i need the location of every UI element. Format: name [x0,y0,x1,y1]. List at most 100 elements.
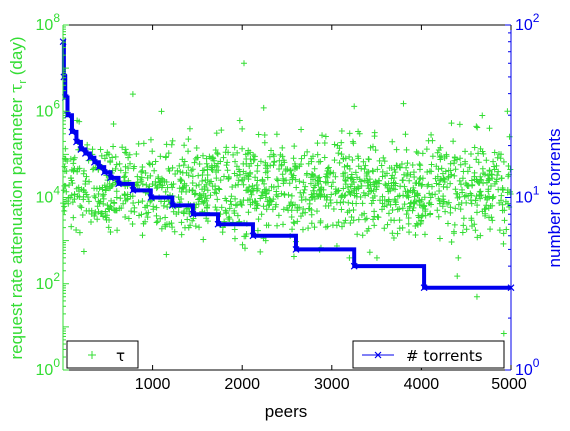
tau-point-1106 [178,219,185,226]
tau-point-462 [189,187,196,194]
tau-point-1321 [203,215,210,222]
left-tick-label-2: 102 [36,270,61,293]
tau-point-1257 [371,192,378,199]
tau-point-387 [358,182,365,189]
tau-point-822 [340,198,347,205]
tau-point-527 [199,167,206,174]
tau-point-1184 [195,200,202,207]
tau-point-1380 [435,213,442,220]
tau-point-outlier-5 [400,100,407,107]
tau-point-1145 [74,117,81,124]
tau-point-549 [404,160,411,167]
tau-point-68 [473,209,480,216]
tau-point-1199 [363,215,370,222]
tau-point-859 [361,177,368,184]
tau-point-1116 [96,185,103,192]
tau-point-771 [213,190,220,197]
tau-point-1392 [245,209,252,216]
tau-point-1325 [226,215,233,222]
tau-point-17 [328,191,335,198]
tau-point-803 [500,187,507,194]
tau-point-1220 [487,202,494,209]
tau-point-1206 [399,205,406,212]
tau-point-447 [223,144,230,151]
tau-point-658 [434,207,441,214]
tau-point-1076 [281,192,288,199]
tau-point-426 [258,211,265,218]
tau-point-411 [213,130,220,137]
tau-point-1393 [476,191,483,198]
tau-point-345 [460,215,467,222]
tau-point-300 [231,226,238,233]
tau-point-629 [429,153,436,160]
tau-point-1243 [250,152,257,159]
tau-point-1373 [498,192,505,199]
tau-point-368 [171,228,178,235]
tau-point-961 [472,227,479,234]
tau-point-1121 [403,146,410,153]
tau-point-1397 [140,220,147,227]
tau-point-398 [232,202,239,209]
tau-point-1075 [329,222,336,229]
tau-point-906 [501,207,508,214]
tau-point-865 [267,162,274,169]
tau-point-1126 [441,154,448,161]
tau-point-924 [385,196,392,203]
tau-point-1041 [454,194,461,201]
tau-point-1225 [70,156,77,163]
tau-point-1285 [247,155,254,162]
tau-point-1073 [415,214,422,221]
tau-point-812 [355,163,362,170]
tau-point-691 [222,207,229,214]
tau-point-509 [273,131,280,138]
tau-point-136 [474,234,481,241]
tau-point-1337 [216,186,223,193]
tau-point-26 [460,222,467,229]
tau-point-722 [436,235,443,242]
tau-point-912 [120,200,127,207]
tau-point-1215 [380,154,387,161]
tau-point-647 [296,178,303,185]
tau-point-1390 [254,202,261,209]
tau-point-1185 [475,159,482,166]
tau-point-595 [276,165,283,172]
tau-point-256 [463,226,470,233]
tau-point-1271 [349,200,356,207]
tau-point-152 [125,165,132,172]
tau-point-997 [278,190,285,197]
tau-point-913 [157,153,164,160]
tau-point-1339 [287,167,294,174]
tau-point-1372 [308,170,315,177]
tau-point-446 [493,162,500,169]
tau-point-1291 [142,204,149,211]
tau-point-188 [438,153,445,160]
tau-point-962 [376,157,383,164]
tau-point-683 [506,133,513,140]
tau-point-1081 [394,162,401,169]
tau-point-1345 [410,187,417,194]
right-tick-label-2-base: 10 [515,17,533,34]
tau-point-615 [379,200,386,207]
tau-point-554 [374,166,381,173]
tau-point-761 [482,212,489,219]
tau-point-1371 [421,203,428,210]
tau-point-390 [441,178,448,185]
tau-point-260 [242,245,249,252]
tau-point-773 [412,232,419,239]
tau-point-36 [410,169,417,176]
tau-point-458 [260,203,267,210]
tau-point-58 [185,136,192,143]
tau-point-776 [74,193,81,200]
tau-point-949 [253,187,260,194]
tau-point-1150 [162,214,169,221]
tau-point-518 [143,210,150,217]
tau-point-471 [122,146,129,153]
tau-point-1247 [392,182,399,189]
tau-point-19 [313,208,320,215]
tau-point-871 [82,180,89,187]
tau-point-209 [130,200,137,207]
tau-point-1005 [308,220,315,227]
tau-point-1342 [269,206,276,213]
tau-point-784 [193,182,200,189]
left-tick-label-0-exponent: 0 [53,356,60,370]
